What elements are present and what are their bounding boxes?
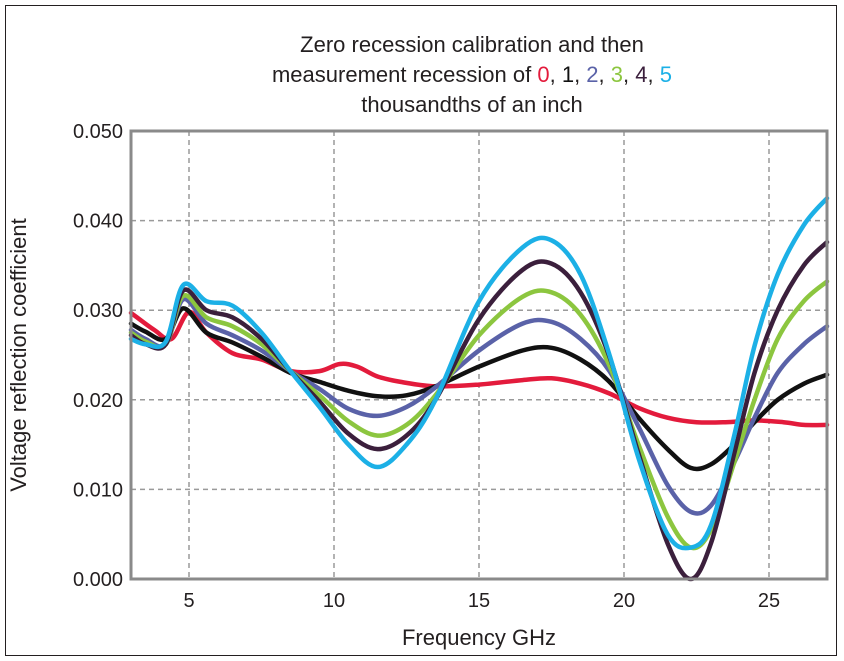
grid-lines xyxy=(131,131,827,579)
chart-title-line-3: thousandths of an inch xyxy=(361,92,582,117)
x-tick-label: 5 xyxy=(183,590,194,612)
series-lines xyxy=(128,195,830,582)
plot-area-border xyxy=(129,129,829,581)
y-tick-labels: 0.000 0.010 0.020 0.030 0.040 0.050 xyxy=(73,121,123,591)
title-recession-value-3: 3 xyxy=(611,62,623,87)
y-axis-label: Voltage reflection coefficient xyxy=(6,218,31,492)
y-tick-label: 0.030 xyxy=(73,300,123,322)
y-tick-label: 0.050 xyxy=(73,121,123,143)
title-separator: , xyxy=(574,62,586,87)
y-tick-label: 0.040 xyxy=(73,211,123,233)
chart-title-line-1: Zero recession calibration and then xyxy=(300,32,644,57)
y-tick-label: 0.010 xyxy=(73,479,123,501)
figure-frame xyxy=(5,5,837,656)
x-axis-label: Frequency GHz xyxy=(402,625,556,650)
x-tick-label: 15 xyxy=(468,590,490,612)
title-separator: , xyxy=(599,62,611,87)
title-separator: , xyxy=(623,62,635,87)
title-separator: , xyxy=(648,62,660,87)
title-recession-value-4: 4 xyxy=(635,62,647,87)
x-tick-label: 25 xyxy=(758,590,780,612)
x-tick-label: 20 xyxy=(613,590,635,612)
y-tick-label: 0.000 xyxy=(73,569,123,591)
x-tick-label: 10 xyxy=(323,590,345,612)
title-separator: , xyxy=(550,62,562,87)
title-recession-value-5: 5 xyxy=(660,62,672,87)
series-line-1 xyxy=(128,306,830,472)
series-line-5 xyxy=(128,195,830,551)
chart-title-line-2: measurement recession of 0, 1, 2, 3, 4, … xyxy=(272,62,672,87)
title-recession-value-0: 0 xyxy=(537,62,549,87)
series-line-4 xyxy=(128,239,830,582)
x-tick-labels: 5 10 15 20 25 xyxy=(183,590,780,612)
title-recession-value-2: 2 xyxy=(586,62,598,87)
y-tick-label: 0.020 xyxy=(73,390,123,412)
title-recession-value-1: 1 xyxy=(562,62,574,87)
chart-title-prefix: measurement recession of xyxy=(272,62,537,87)
